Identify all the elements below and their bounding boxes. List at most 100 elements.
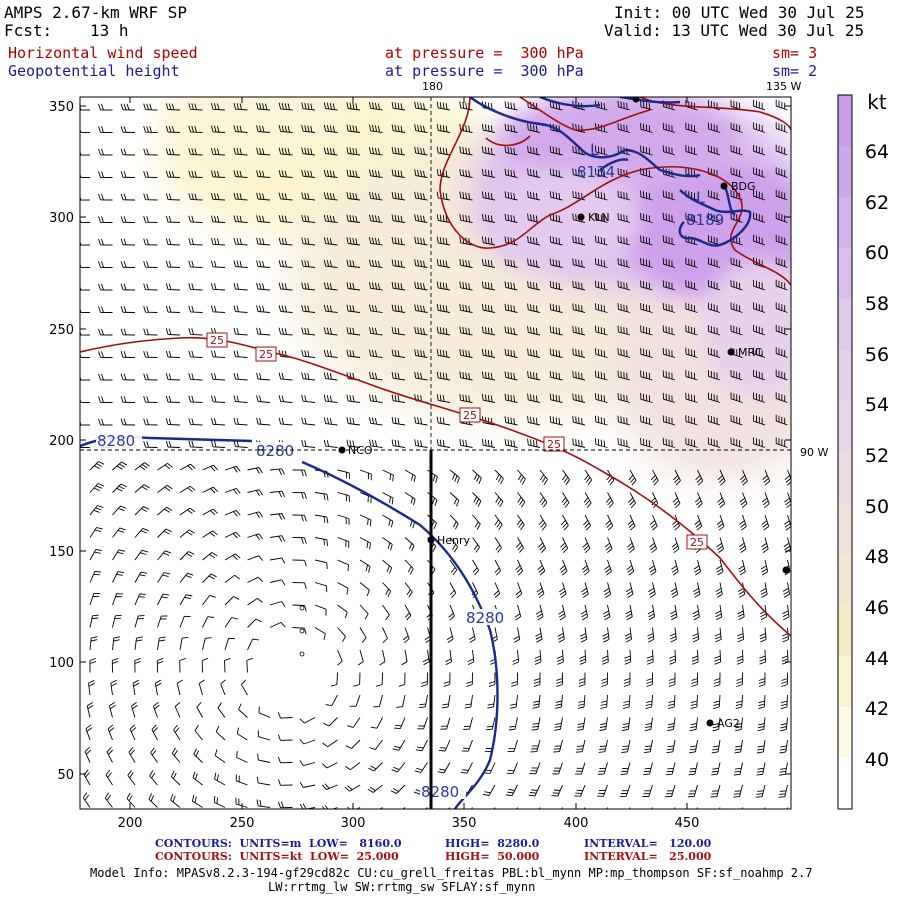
wind-barb bbox=[778, 762, 788, 776]
colorbar-segment bbox=[838, 503, 852, 555]
wind-barb bbox=[662, 235, 676, 246]
wind-barb bbox=[414, 304, 428, 313]
wind-barb bbox=[188, 103, 203, 111]
colorbar-segment bbox=[838, 656, 852, 708]
wind-barb bbox=[337, 627, 346, 643]
colorbar-segment bbox=[838, 299, 852, 351]
wind-barb bbox=[112, 636, 121, 651]
wind-barb bbox=[278, 305, 293, 313]
wind-barb bbox=[369, 372, 383, 381]
wind-barb bbox=[753, 414, 766, 426]
wind-barb bbox=[359, 537, 372, 550]
wind-barb bbox=[711, 739, 721, 754]
wind-barb bbox=[775, 144, 788, 156]
wind-barb bbox=[323, 327, 338, 336]
wind-barb bbox=[98, 396, 113, 403]
wind-barb bbox=[126, 792, 136, 808]
wind-barb bbox=[224, 465, 241, 473]
wind-barb bbox=[459, 326, 473, 336]
wind-barb bbox=[391, 394, 406, 403]
wind-barb bbox=[224, 487, 241, 495]
wind-barb bbox=[527, 371, 541, 381]
wind-barb bbox=[685, 302, 698, 313]
wind-barb bbox=[445, 649, 452, 666]
field2-level: at pressure = 300 hPa bbox=[385, 62, 584, 80]
wind-barb bbox=[165, 215, 181, 223]
wind-barb bbox=[301, 102, 316, 111]
wind-barb bbox=[738, 559, 746, 576]
wind-barb bbox=[314, 582, 328, 593]
wind-barb bbox=[148, 793, 158, 808]
wind-barb bbox=[694, 514, 703, 531]
wind-barb bbox=[89, 505, 104, 516]
wind-barb bbox=[688, 762, 698, 776]
wind-barb bbox=[707, 122, 721, 133]
wind-barb bbox=[165, 350, 181, 358]
wind-barb bbox=[783, 514, 791, 531]
wind-barb bbox=[134, 636, 143, 651]
wind-barb bbox=[391, 762, 406, 773]
wind-barb bbox=[730, 414, 743, 426]
wind-barb bbox=[256, 372, 271, 381]
field1-smoothing: sm= 3 bbox=[772, 44, 818, 62]
wind-barb bbox=[157, 636, 166, 651]
wind-barb bbox=[513, 627, 521, 643]
wind-barb bbox=[392, 739, 406, 751]
wind-barb bbox=[98, 126, 113, 133]
wind-barb bbox=[256, 305, 271, 313]
wind-barb bbox=[644, 717, 653, 732]
wind-barb bbox=[134, 506, 150, 516]
wind-barb bbox=[247, 533, 264, 541]
wind-barb bbox=[256, 799, 271, 808]
wind-barb bbox=[436, 214, 451, 223]
wind-barb bbox=[330, 672, 338, 687]
wind-barb bbox=[640, 212, 653, 223]
wind-barb bbox=[369, 214, 383, 223]
wind-barb bbox=[301, 259, 316, 268]
wind-barb bbox=[640, 167, 653, 178]
wind-barb bbox=[782, 582, 791, 598]
wind-barb bbox=[346, 169, 361, 178]
wind-barb bbox=[558, 604, 566, 621]
wind-barb bbox=[562, 469, 570, 486]
wind-barb bbox=[323, 439, 338, 448]
wind-barb bbox=[143, 170, 158, 178]
wind-barb bbox=[98, 171, 113, 178]
wind-barb bbox=[730, 392, 743, 403]
wind-barb bbox=[269, 601, 286, 607]
wind-barb bbox=[337, 649, 343, 666]
height-label: 8280 bbox=[466, 609, 504, 627]
wind-barb bbox=[86, 702, 94, 718]
station-ag2: AG2 bbox=[706, 717, 740, 730]
field1-name: Horizontal wind speed bbox=[8, 44, 198, 62]
wind-barb bbox=[80, 263, 91, 269]
reference-lines bbox=[80, 97, 791, 809]
wind-barb bbox=[504, 168, 518, 178]
wind-barb bbox=[536, 582, 545, 599]
wind-barb bbox=[481, 168, 496, 178]
wind-barb bbox=[530, 739, 541, 753]
wind-barb bbox=[594, 393, 608, 403]
wind-barb bbox=[215, 725, 226, 741]
wind-barb bbox=[370, 717, 383, 729]
wind-barb bbox=[775, 234, 788, 246]
wind-barb bbox=[196, 701, 203, 718]
wind-barb bbox=[154, 679, 162, 696]
wind-barb bbox=[143, 395, 158, 403]
wind-barb bbox=[481, 146, 496, 156]
svg-text:54: 54 bbox=[865, 394, 889, 416]
wind-barb bbox=[494, 559, 502, 576]
wind-barb bbox=[120, 238, 136, 246]
wind-barb bbox=[292, 492, 307, 499]
svg-text:300: 300 bbox=[49, 211, 74, 226]
wind-barb bbox=[278, 147, 293, 156]
wind-barb bbox=[556, 672, 563, 687]
wind-barb bbox=[487, 694, 496, 709]
meridian-label-90w: 90 W bbox=[800, 446, 829, 459]
wind-barb bbox=[481, 371, 496, 381]
wind-barb bbox=[449, 559, 458, 576]
wind-barb bbox=[527, 416, 541, 426]
wind-barb bbox=[202, 508, 218, 516]
wind-barb bbox=[174, 701, 181, 718]
wind-barb bbox=[224, 637, 235, 651]
